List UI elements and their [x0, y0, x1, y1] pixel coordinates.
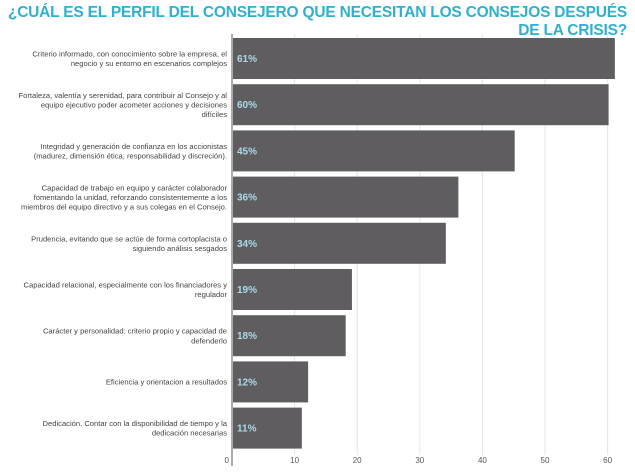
category-label: regulador [195, 290, 228, 299]
x-tick-label: 40 [478, 456, 487, 465]
category-label: equipo ejecutivo poder acometer acciones… [41, 101, 227, 110]
category-label: Integridad y generación de confianza en … [40, 142, 227, 151]
category-label: Fortaleza, valentía y serenidad, para co… [18, 91, 227, 100]
bar [233, 315, 346, 357]
data-label: 18% [237, 331, 257, 342]
chart-title: ¿CUÁL ES EL PERFIL DEL CONSEJERO QUE NEC… [7, 4, 627, 39]
data-label: 45% [237, 146, 257, 157]
x-tick-label: 30 [415, 456, 424, 465]
category-label: Prudencia, evitando que se actúe de form… [31, 234, 227, 243]
category-label: fomentando la unidad, reforzando consist… [34, 193, 228, 202]
category-label: dedicación necesarias [152, 429, 227, 438]
x-tick-label: 0 [225, 456, 230, 465]
category-label: Criterio informado, con conocimiento sob… [32, 50, 227, 59]
category-label: Eficiencia y orientacion a resultados [106, 378, 227, 387]
category-label: difíciles [202, 110, 228, 119]
bar [233, 130, 515, 172]
bar [233, 176, 459, 218]
bar [233, 407, 302, 449]
bar [233, 269, 352, 310]
bar [233, 222, 446, 264]
category-label: Carácter y personalidad: criterio propio… [43, 327, 227, 336]
x-tick-label: 20 [353, 456, 362, 465]
category-label: miembros del equipo directivo y a sus co… [21, 203, 227, 212]
category-label: siguiendo análisis sesgados [132, 244, 227, 253]
bar [233, 84, 609, 126]
category-label: defenderlo [191, 336, 227, 345]
x-tick-label: 10 [290, 456, 299, 465]
category-label: Dedicación. Contar con la disponibilidad… [43, 419, 228, 428]
data-label: 12% [237, 377, 257, 388]
data-label: 61% [237, 54, 257, 65]
category-label: (madurez, dimensión ética, responsabilid… [34, 152, 227, 161]
category-label: negocio y su entorno en escenarios compl… [71, 59, 227, 68]
data-label: 60% [237, 100, 257, 111]
x-tick-label: 60 [603, 456, 612, 465]
bar [233, 38, 615, 79]
data-label: 34% [237, 239, 257, 250]
bar [233, 361, 309, 403]
category-label: Capacidad de trabajo en equipo y carácte… [42, 183, 228, 192]
category-label: Capacidad relacional, especialmente con … [24, 281, 228, 290]
x-tick-label: 50 [541, 456, 550, 465]
data-label: 11% [237, 424, 257, 435]
data-label: 36% [237, 193, 257, 204]
data-label: 19% [237, 285, 257, 296]
